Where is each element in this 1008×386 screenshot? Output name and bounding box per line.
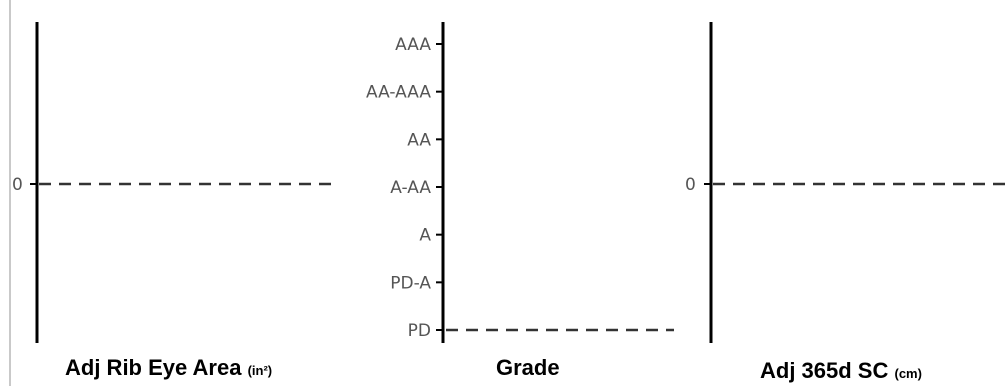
sc-unit: (cm) [894,366,922,381]
rib-eye-unit: (in²) [247,363,273,378]
rib-eye-tick-label-0: 0 [12,175,23,195]
grade-tick-label-2: AA [407,130,431,150]
grade-tick-label-4: A [419,226,431,246]
grade-tick-label-0: AAA [395,35,431,55]
grade-axis-title: Grade [496,355,560,381]
sc-tick-label-0: 0 [685,175,696,195]
rib-eye-axis-title: Adj Rib Eye Area (in²) [65,355,272,381]
sc-axis-title: Adj 365d SC (cm) [760,358,922,384]
sc-xlabel: Adj 365d SC [760,358,889,383]
grade-xlabel: Grade [496,355,560,380]
grade-tick-label-5: PD-A [390,273,431,293]
grade-tick-label-1: AA-AAA [366,83,431,103]
rib-eye-area-panel: 0 [12,22,338,343]
rib-eye-xlabel: Adj Rib Eye Area [65,355,242,380]
left-border [0,0,11,386]
grade-tick-label-3: A-AA [390,178,431,198]
grade-tick-label-6: PD [408,321,431,341]
scrotal-circumference-panel: 0 [685,22,1006,343]
